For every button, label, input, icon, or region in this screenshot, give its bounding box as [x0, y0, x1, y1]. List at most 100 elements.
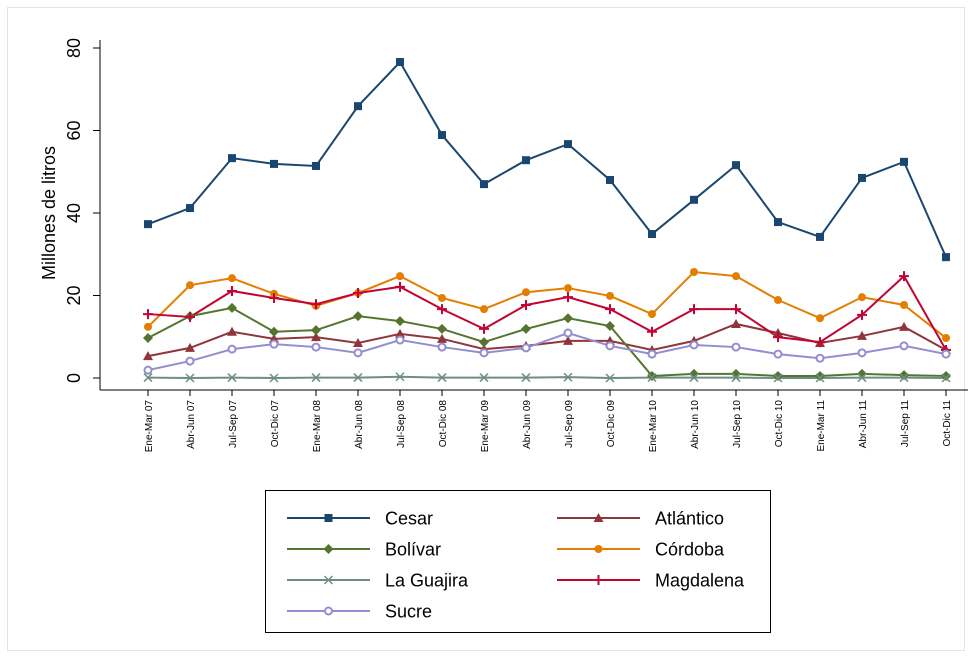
legend-label: Córdoba [655, 540, 725, 560]
data-point [605, 304, 615, 315]
data-point [143, 309, 153, 320]
data-point [690, 267, 698, 276]
legend-label: Bolívar [385, 540, 441, 560]
x-tick-label: Oct-Dic 08 [438, 400, 449, 448]
data-point [143, 365, 153, 375]
data-point [563, 335, 573, 345]
data-point [185, 373, 195, 383]
data-point [941, 349, 951, 359]
y-tick-label: 20 [64, 285, 84, 305]
data-point [395, 281, 405, 292]
data-point [942, 333, 950, 342]
data-point [227, 344, 237, 354]
x-tick-label: Abr-Jun 10 [690, 400, 701, 449]
data-point [899, 373, 909, 383]
data-point [354, 102, 362, 111]
data-point [396, 58, 404, 67]
data-point [773, 349, 783, 359]
data-point [186, 281, 194, 290]
data-point [353, 337, 363, 347]
data-point [437, 342, 447, 352]
data-point [647, 349, 657, 359]
data-point [731, 368, 741, 379]
data-point [311, 325, 321, 336]
series-line [147, 306, 947, 377]
legend-label: Atlántico [655, 509, 724, 529]
data-point [689, 368, 699, 379]
data-point [563, 292, 573, 303]
y-tick-label: 80 [64, 38, 84, 58]
data-point [606, 291, 614, 300]
legend-marker [324, 514, 333, 522]
data-point [521, 299, 531, 310]
y-tick-label: 60 [64, 120, 84, 140]
data-point [437, 304, 447, 315]
data-point [227, 373, 237, 383]
data-point [144, 220, 152, 229]
x-tick-label: Ene-Mar 09 [480, 400, 491, 453]
data-point [858, 293, 866, 302]
data-point [564, 140, 572, 149]
data-point [648, 310, 656, 319]
series-line [147, 60, 947, 258]
x-tick-label: Ene-Mar 10 [648, 400, 659, 453]
data-point [858, 173, 866, 182]
legend-marker [594, 545, 603, 553]
data-point [690, 195, 698, 204]
data-point [857, 373, 867, 383]
legend-label: Magdalena [655, 571, 745, 591]
x-tick-label: Ene-Mar 07 [144, 400, 155, 453]
data-point [899, 271, 909, 282]
data-point [731, 318, 741, 328]
data-point [438, 131, 446, 140]
data-point [521, 323, 531, 334]
data-point [773, 370, 783, 381]
data-point [185, 356, 195, 366]
x-tick-label: Abr-Jun 09 [522, 400, 533, 449]
data-point [437, 323, 447, 334]
data-point [605, 373, 615, 383]
data-point [269, 339, 279, 349]
legend-marker [323, 575, 334, 585]
data-point [269, 326, 279, 337]
x-tick-label: Abr-Jun 07 [186, 400, 197, 449]
data-point [899, 341, 909, 351]
data-point [521, 373, 531, 383]
data-point [606, 176, 614, 184]
data-point [605, 341, 615, 351]
data-point [857, 309, 867, 320]
x-tick-label: Jul-Sep 08 [396, 400, 407, 448]
data-point [689, 304, 699, 315]
data-point [816, 314, 824, 323]
data-point [941, 370, 951, 381]
data-point [857, 348, 867, 358]
x-tick-label: Ene-Mar 08 [312, 400, 323, 453]
data-point [479, 348, 489, 358]
data-point [353, 348, 363, 358]
y-tick-label: 0 [64, 373, 84, 383]
data-point [815, 353, 825, 363]
legend-marker [324, 606, 333, 616]
data-point [564, 284, 572, 293]
data-point [480, 305, 488, 314]
x-tick-label: Jul-Sep 10 [732, 400, 743, 448]
data-point [228, 274, 236, 283]
data-point [227, 326, 237, 336]
x-tick-label: Oct-Dic 07 [270, 400, 281, 448]
data-point [815, 370, 825, 381]
data-point [900, 157, 908, 166]
data-point [563, 328, 573, 338]
data-point [396, 272, 404, 281]
legend-label: La Guajira [385, 571, 469, 591]
x-tick-label: Abr-Jun 11 [858, 400, 869, 449]
data-point [395, 316, 405, 327]
data-point [269, 373, 279, 383]
x-tick-label: Oct-Dic 11 [942, 400, 953, 447]
data-point [563, 372, 573, 382]
data-point [144, 322, 152, 331]
x-tick-label: Abr-Jun 08 [354, 400, 365, 449]
data-point [270, 159, 278, 168]
data-point [731, 304, 741, 315]
data-point [522, 288, 530, 297]
